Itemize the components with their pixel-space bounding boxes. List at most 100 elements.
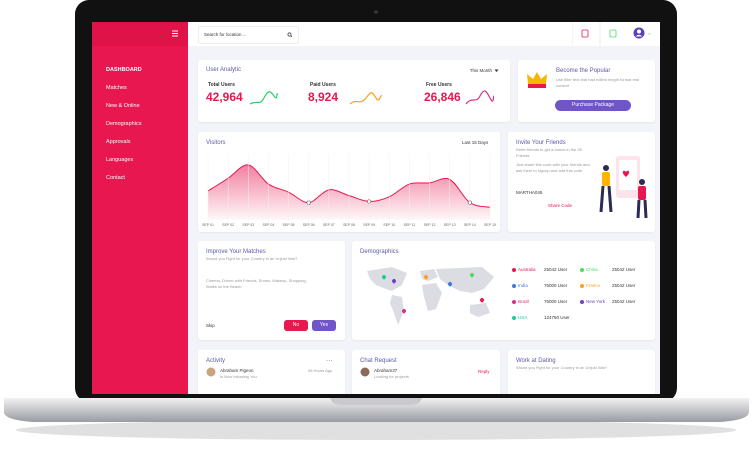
invite-code: MARTHA045	[516, 190, 543, 195]
stat-label: Free Users	[426, 82, 452, 88]
chat-card: Chat Request Abraham37 Looking for proje…	[352, 350, 500, 394]
menu-item[interactable]: New & Online	[106, 103, 140, 109]
period-select[interactable]: This Month	[469, 68, 492, 73]
yes-button[interactable]: Yes	[312, 320, 336, 331]
country-name: New York	[586, 299, 606, 304]
visitors-area	[208, 164, 490, 220]
country-users: 25042 User	[544, 267, 568, 272]
x-tick-label: SEP 02	[222, 223, 234, 227]
card-title: Demographics	[360, 249, 399, 255]
x-tick-label: SEP 04	[263, 223, 275, 227]
popular-card: Become the Popular Use filter text that …	[518, 60, 655, 122]
chat-name: Abraham37	[374, 368, 398, 373]
card-text: Would you Fight for your Country in an U…	[516, 365, 608, 370]
share-code-button[interactable]: Share Code	[548, 203, 573, 208]
card-text: Just share this code with your friends a…	[516, 162, 590, 173]
screen: DASHBOARD Matches New & Online Demographics…	[92, 22, 660, 394]
legend-dot	[580, 300, 584, 304]
card-interests: Cinema, Dinner with Friends, Shoes, Make…	[206, 278, 307, 289]
card-question: Would you Fight for your Country in an U…	[206, 256, 298, 261]
legend-dot	[512, 300, 516, 304]
country-name: Australia	[518, 267, 536, 272]
crown-icon	[527, 72, 547, 88]
x-tick-label: SEP 11	[404, 223, 416, 227]
search-box[interactable]: Search for location ...	[198, 26, 299, 44]
stat-label: Total Users	[208, 82, 235, 88]
skip-button[interactable]: Skip	[206, 323, 215, 328]
activity-time: 08 Hours Ago	[308, 368, 333, 373]
stat-label: Paid Users	[310, 82, 336, 88]
work-card: Work at Dating Would you Fight for your …	[508, 350, 655, 394]
reply-button[interactable]: Reply	[478, 369, 490, 374]
stat-value: 42,964	[206, 90, 243, 104]
country-users: 25042 User	[612, 299, 636, 304]
legend-dot	[512, 284, 516, 288]
card-title: Chat Request	[360, 358, 397, 364]
menu-toggle[interactable]	[171, 30, 179, 37]
sidebar: DASHBOARD Matches New & Online Demographics…	[92, 22, 188, 394]
activity-text: Is Now following You.	[220, 374, 258, 379]
x-tick-label: SEP 07	[323, 223, 335, 227]
legend-dot	[580, 268, 584, 272]
x-tick-label: SEP 09	[363, 223, 375, 227]
topbar: Search for location ...	[188, 22, 660, 46]
legend-dot	[580, 284, 584, 288]
country-users: 25042 User	[612, 283, 636, 288]
country-name: France	[586, 283, 601, 288]
card-text: Use filter text that had edited length f…	[556, 77, 640, 88]
more-button[interactable]: ...	[326, 354, 333, 363]
improve-card: Improve Your Matches Would you Fight for…	[198, 241, 345, 340]
x-tick-label: SEP 14	[464, 223, 476, 227]
x-tick-label: SEP 08	[343, 223, 355, 227]
period-select[interactable]: Last 15 Days	[462, 140, 489, 145]
demographics-card: Demographics Australia 25042 User China 250…	[352, 241, 655, 340]
menu-item[interactable]: DASHBOARD	[106, 67, 142, 73]
activity-name: Abraham Pigeon	[220, 368, 254, 373]
x-tick-label: SEP 01	[202, 223, 214, 227]
stat-value: 26,846	[424, 90, 461, 104]
topbar-icons[interactable]	[572, 22, 660, 46]
illustration	[599, 156, 648, 219]
x-tick-label: SEP 15	[484, 223, 496, 227]
card-title: Improve Your Matches	[206, 249, 266, 255]
card-title: Invite Your Friends	[516, 140, 566, 146]
user-analytic-card: User Analytic This Month Total Users 42,9…	[198, 60, 510, 122]
chat-text: Looking for projects	[374, 374, 409, 379]
card-title: Work at Dating	[516, 358, 556, 364]
country-name: USA	[518, 315, 528, 320]
menu-item[interactable]: Languages	[106, 157, 134, 163]
card-subtitle: Refer friends to get a bonus in the 35 F…	[516, 147, 582, 158]
no-button[interactable]: No	[284, 320, 308, 331]
card-title: Activity	[206, 358, 226, 364]
country-name: China	[586, 267, 598, 272]
x-tick-label: SEP 12	[424, 223, 436, 227]
search-placeholder: Search for location ...	[204, 32, 247, 37]
menu-item[interactable]: Matches	[106, 85, 127, 91]
country-users: 124750 User	[544, 315, 570, 320]
menu-item[interactable]: Approvals	[106, 139, 131, 145]
x-tick-label: SEP 13	[444, 223, 456, 227]
x-tick-label: SEP 03	[242, 223, 254, 227]
world-map	[367, 267, 494, 325]
stat-value: 8,924	[308, 90, 339, 104]
invite-card: Invite Your Friends Refer friends to get…	[508, 132, 655, 232]
country-users: 75000 User	[544, 283, 568, 288]
country-name: Brazil	[518, 299, 530, 304]
purchase-button[interactable]: Purchase Package	[555, 100, 631, 111]
country-users: 75000 User	[544, 299, 568, 304]
visitors-card: Visitors Last 15 Days SEP 01 SEP 02 SEP 03…	[198, 132, 500, 232]
card-title: User Analytic	[206, 67, 242, 73]
x-tick-label: SEP 10	[383, 223, 395, 227]
x-tick-label: SEP 06	[303, 223, 315, 227]
chart-title: Visitors	[206, 140, 226, 146]
country-users: 25042 User	[612, 267, 636, 272]
card-title: Become the Popular	[556, 68, 611, 74]
sparklines	[249, 90, 495, 105]
legend-dot	[512, 316, 516, 320]
country-name: India	[518, 283, 528, 288]
menu-item[interactable]: Contact	[106, 175, 125, 181]
activity-card: Activity ... Abraham Pigeon 08 Hours Ago…	[198, 350, 345, 394]
menu-item[interactable]: Demographics	[106, 121, 142, 127]
legend-dot	[512, 268, 516, 272]
